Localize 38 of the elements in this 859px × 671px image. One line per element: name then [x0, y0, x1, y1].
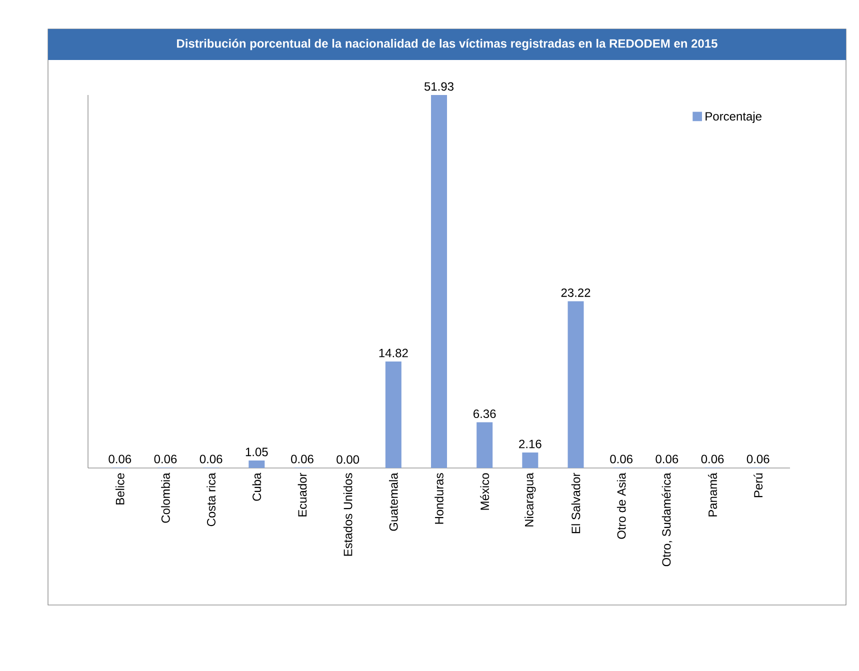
data-label: 0.06	[154, 454, 177, 464]
data-label: 51.93	[424, 82, 454, 91]
x-tick-label: Ecuador	[298, 472, 307, 516]
x-tick-label: Honduras	[434, 473, 444, 524]
data-label: 1.05	[246, 448, 268, 456]
x-tick-label: Cuba	[252, 472, 262, 501]
data-label: 0.06	[746, 454, 770, 464]
data-label: 6.36	[474, 410, 496, 418]
data-label: 0.06	[108, 454, 132, 464]
x-tick-label: Otro, Sudamérica	[662, 472, 672, 566]
data-label: 23.22	[561, 288, 590, 297]
bar	[385, 362, 402, 468]
data-label: 0.06	[701, 454, 724, 464]
x-tick-label: Belice	[116, 473, 124, 504]
data-label: 0.06	[656, 454, 678, 464]
x-tick-label: Guatemala	[389, 472, 398, 531]
data-label: 0.06	[610, 454, 632, 464]
data-label: 14.82	[379, 348, 408, 358]
legend-label: Porcentaje	[706, 112, 762, 123]
x-tick-label: El Salvador	[571, 472, 580, 534]
x-tick-label: Costa rica	[206, 472, 216, 526]
x-tick-label: Colombia	[161, 472, 170, 523]
x-tick-label: Perú	[754, 473, 763, 498]
x-tick-label: Otro de Asia	[616, 472, 626, 539]
data-label: 0.00	[336, 455, 360, 464]
x-tick-label: México	[480, 473, 490, 510]
chart-title: Distribución porcentual de la nacionalidad de las víctimas registradas en la REDODEM en 2015	[177, 38, 718, 50]
data-label: 2.16	[519, 440, 542, 448]
bar	[476, 422, 493, 468]
bar	[522, 452, 538, 468]
data-label: 0.06	[200, 454, 222, 464]
x-tick-label: Estados Unidos	[343, 473, 352, 556]
bar	[248, 460, 265, 468]
bar	[431, 94, 448, 468]
x-tick-label: Panamá	[708, 472, 717, 516]
bar	[568, 301, 584, 468]
data-label: 0.06	[291, 454, 314, 464]
x-tick-label: Nicaragua	[524, 472, 536, 526]
